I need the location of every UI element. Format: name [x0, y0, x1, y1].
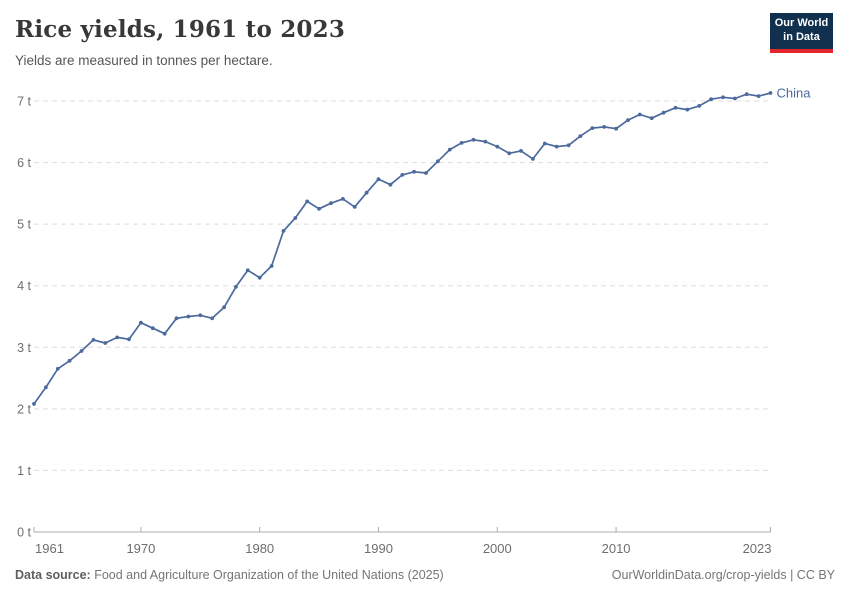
page-title: Rice yields, 1961 to 2023	[15, 16, 346, 43]
data-point[interactable]	[174, 316, 179, 321]
data-point[interactable]	[542, 141, 547, 146]
data-point[interactable]	[661, 110, 666, 115]
y-axis-tick-label: 2 t	[17, 402, 31, 416]
data-point[interactable]	[756, 94, 761, 98]
data-point[interactable]	[55, 366, 60, 371]
data-point[interactable]	[768, 91, 773, 95]
data-point[interactable]	[531, 157, 535, 161]
data-point[interactable]	[317, 206, 321, 211]
data-point[interactable]	[471, 137, 476, 142]
data-point[interactable]	[364, 190, 369, 195]
data-point[interactable]	[649, 116, 654, 121]
data-point[interactable]	[697, 104, 702, 108]
data-point[interactable]	[281, 229, 286, 233]
data-point[interactable]	[459, 141, 464, 145]
x-axis-tick-label: 1980	[245, 541, 274, 556]
data-point[interactable]	[507, 151, 512, 156]
data-point[interactable]	[139, 320, 143, 325]
data-point[interactable]	[115, 335, 120, 340]
data-point[interactable]	[198, 313, 203, 318]
data-point[interactable]	[495, 144, 500, 149]
data-point[interactable]	[744, 92, 749, 97]
data-point[interactable]	[483, 139, 488, 144]
owid-logo-redbar	[770, 48, 833, 53]
data-point[interactable]	[150, 326, 155, 331]
data-point[interactable]	[566, 143, 571, 148]
chart-url-link[interactable]: OurWorldinData.org/crop-yields | CC BY	[611, 568, 835, 582]
data-point[interactable]	[341, 197, 345, 201]
data-point[interactable]	[127, 337, 131, 342]
data-point[interactable]	[79, 349, 84, 353]
x-axis-tick-label: 2010	[602, 541, 631, 556]
data-point[interactable]	[245, 268, 250, 273]
data-point[interactable]	[626, 118, 630, 122]
data-point[interactable]	[210, 316, 215, 321]
data-point[interactable]	[186, 314, 191, 319]
data-point[interactable]	[269, 264, 274, 268]
data-point[interactable]	[436, 159, 440, 164]
data-point[interactable]	[685, 107, 690, 112]
data-source-label: Data source:	[15, 568, 91, 582]
y-axis-tick-label: 0 t	[17, 526, 31, 540]
data-point[interactable]	[721, 95, 725, 100]
data-point[interactable]	[376, 177, 381, 182]
owid-logo[interactable]: Our World in Data	[770, 13, 833, 53]
x-axis-tick-label: 2000	[483, 541, 512, 556]
chart-subtitle: Yields are measured in tonnes per hectar…	[15, 53, 273, 68]
x-axis-tick-label: 2023	[743, 541, 772, 556]
data-point[interactable]	[673, 105, 678, 110]
owid-logo-line1: Our World	[774, 17, 829, 29]
y-axis-tick-label: 1 t	[17, 464, 31, 478]
footer: Data source: Food and Agriculture Organi…	[15, 568, 835, 582]
x-axis-tick-label: 1990	[364, 541, 393, 556]
data-point[interactable]	[578, 134, 583, 139]
data-point[interactable]	[162, 331, 167, 336]
data-point[interactable]	[447, 147, 452, 152]
data-point[interactable]	[602, 125, 607, 129]
data-point[interactable]	[412, 169, 416, 174]
data-point[interactable]	[293, 216, 298, 220]
data-point[interactable]	[329, 201, 333, 206]
y-axis-tick-label: 5 t	[17, 218, 31, 232]
data-source-text: Food and Agriculture Organization of the…	[90, 568, 444, 582]
data-point[interactable]	[103, 341, 108, 345]
data-point[interactable]	[519, 149, 523, 153]
y-axis-tick-label: 4 t	[17, 279, 31, 293]
data-point[interactable]	[388, 182, 393, 187]
owid-logo-line2: in Data	[783, 30, 820, 43]
series-end-label[interactable]: China	[777, 85, 812, 100]
x-axis-tick-label: 1961	[35, 541, 64, 556]
data-point[interactable]	[257, 275, 262, 280]
data-point[interactable]	[400, 173, 405, 177]
data-point[interactable]	[424, 171, 428, 175]
data-point[interactable]	[44, 385, 48, 390]
data-point[interactable]	[32, 402, 36, 406]
data-point[interactable]	[554, 144, 559, 149]
data-point[interactable]	[91, 338, 96, 342]
data-point[interactable]	[637, 112, 642, 117]
y-axis-tick-label: 3 t	[17, 341, 31, 355]
data-point[interactable]	[305, 199, 310, 204]
data-point[interactable]	[234, 285, 238, 289]
data-point[interactable]	[222, 305, 227, 310]
data-point[interactable]	[67, 358, 72, 363]
x-axis-tick-label: 1970	[126, 541, 155, 556]
data-point[interactable]	[709, 97, 713, 102]
y-axis-tick-label: 7 t	[17, 95, 31, 109]
data-point[interactable]	[733, 96, 737, 101]
data-source-note: Data source: Food and Agriculture Organi…	[15, 568, 444, 582]
data-point[interactable]	[614, 126, 618, 131]
data-point[interactable]	[352, 205, 357, 209]
data-series-line[interactable]	[33, 92, 772, 405]
y-axis-tick-label: 6 t	[17, 156, 31, 170]
data-point[interactable]	[590, 126, 595, 130]
owid-logo-text: Our World in Data	[770, 13, 833, 49]
